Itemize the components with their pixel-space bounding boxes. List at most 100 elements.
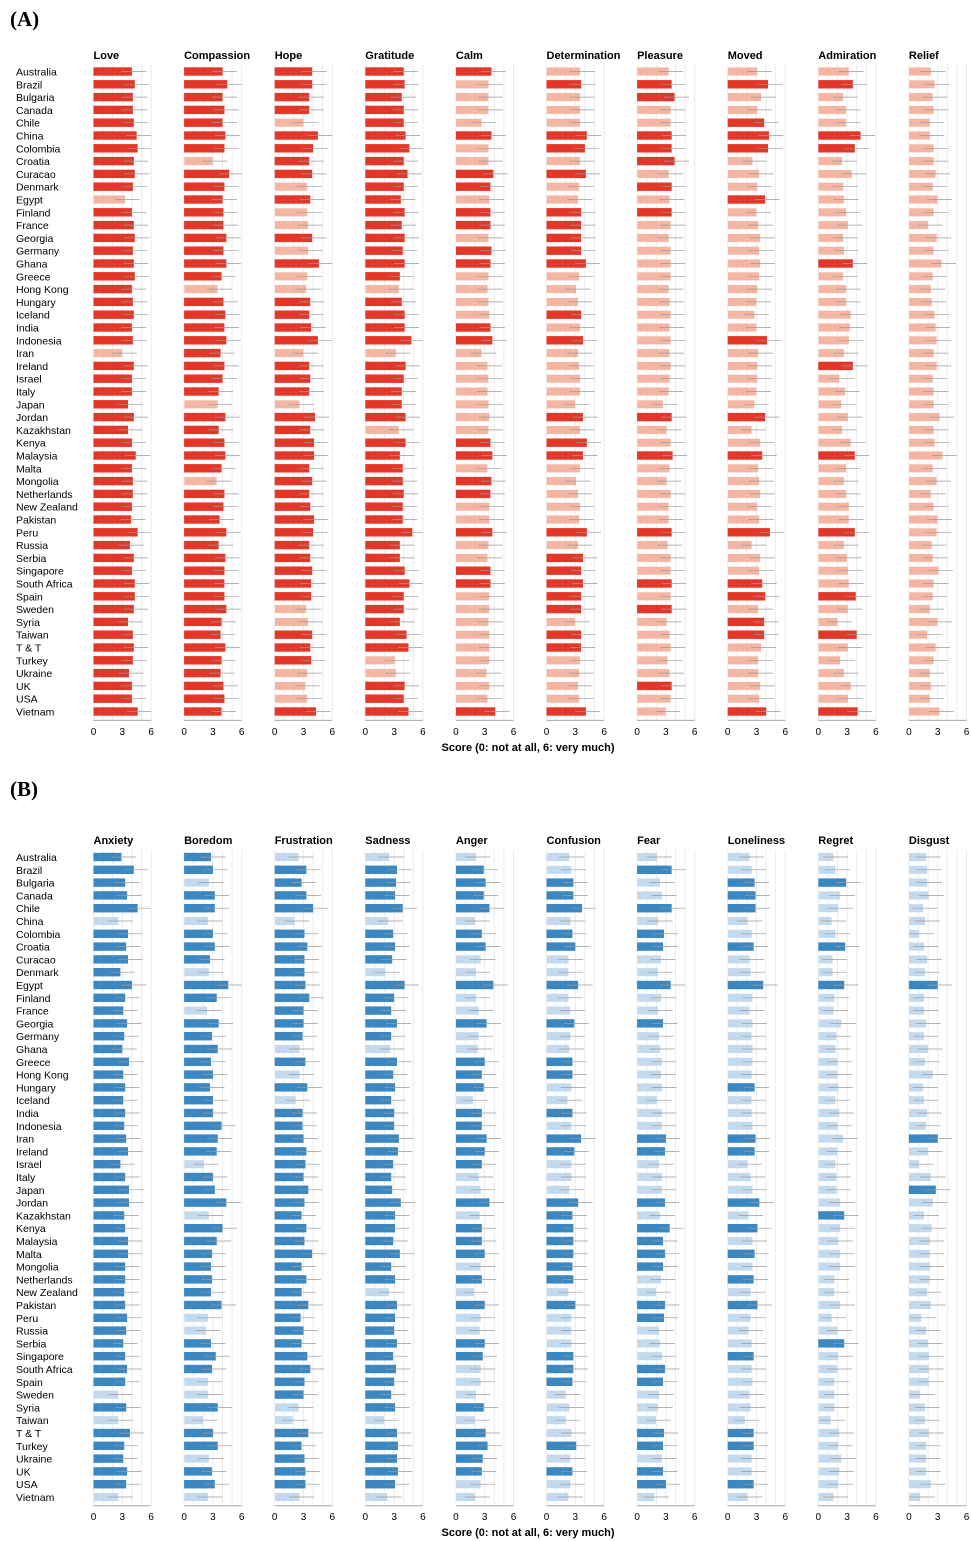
country-label: Curacao xyxy=(16,954,56,966)
bar xyxy=(274,1236,305,1246)
bar xyxy=(455,865,484,874)
bar xyxy=(818,144,855,153)
bar xyxy=(455,891,484,900)
country-label: Malta xyxy=(16,463,42,475)
tick-label: 3 xyxy=(663,1512,669,1523)
bar xyxy=(365,1019,397,1028)
tick-label: 3 xyxy=(844,1512,850,1523)
tick-label: 6 xyxy=(964,1512,970,1523)
country-label: China xyxy=(16,131,44,143)
bar xyxy=(93,878,126,887)
bar xyxy=(455,323,491,332)
bar xyxy=(908,1134,938,1143)
bar xyxy=(184,80,228,89)
country-label: Kazakhstan xyxy=(16,425,71,437)
bar xyxy=(818,259,853,268)
bar xyxy=(365,502,403,511)
bar xyxy=(546,1198,579,1207)
bar xyxy=(455,476,492,486)
bar xyxy=(546,1211,573,1220)
bar xyxy=(93,131,137,140)
tick-label: 3 xyxy=(120,1512,126,1523)
bar xyxy=(274,476,313,486)
bar xyxy=(184,297,224,307)
bar xyxy=(274,1454,305,1463)
facet-title: Love xyxy=(94,50,120,62)
country-label: Vietnam xyxy=(16,1492,55,1504)
facet-title: Calm xyxy=(456,50,483,62)
bar xyxy=(274,233,313,243)
country-label: Germany xyxy=(16,1031,60,1043)
tick-label: 6 xyxy=(330,727,336,738)
bar xyxy=(184,1134,218,1143)
bar xyxy=(546,643,582,652)
country-label: Netherlands xyxy=(16,1274,73,1286)
bar xyxy=(455,1057,485,1066)
bar xyxy=(455,1441,488,1450)
tick-label: 0 xyxy=(725,1512,731,1523)
bar xyxy=(727,1275,754,1284)
bar xyxy=(93,259,134,268)
bar xyxy=(455,1160,482,1169)
country-label: New Zealand xyxy=(16,1287,78,1299)
bar xyxy=(274,566,313,575)
bar xyxy=(365,323,405,332)
bar xyxy=(184,891,215,900)
bar xyxy=(727,118,765,127)
bar xyxy=(274,1428,309,1438)
tick-label: 0 xyxy=(544,727,550,738)
tick-label: 0 xyxy=(634,727,640,738)
bar xyxy=(274,515,315,524)
bar xyxy=(93,707,138,716)
bar xyxy=(637,1300,665,1310)
bar xyxy=(93,1121,125,1130)
bar xyxy=(455,336,493,345)
bar xyxy=(365,451,400,460)
bar xyxy=(274,1147,307,1156)
tick-label: 0 xyxy=(816,727,822,738)
bar xyxy=(184,540,219,550)
bar xyxy=(274,865,307,874)
bar xyxy=(546,131,587,140)
bar xyxy=(274,1224,307,1233)
bar xyxy=(365,118,404,127)
country-label: Singapore xyxy=(16,1351,64,1363)
bar xyxy=(93,1352,126,1361)
bar xyxy=(365,1083,396,1092)
bar xyxy=(546,1147,575,1156)
bar xyxy=(365,169,408,179)
bar xyxy=(365,528,413,537)
facet-compassion: Compassion 0 3 6 xyxy=(181,50,250,738)
bar xyxy=(93,942,127,951)
bar xyxy=(637,1377,664,1386)
bar xyxy=(546,208,582,217)
bar xyxy=(546,233,582,243)
bar xyxy=(93,865,134,874)
tick-label: 6 xyxy=(964,727,970,738)
bar xyxy=(365,1390,392,1399)
country-label: Japan xyxy=(16,399,45,411)
bar xyxy=(365,540,400,550)
bar xyxy=(184,105,225,115)
bar xyxy=(93,1454,124,1463)
bar xyxy=(274,1364,311,1374)
bar xyxy=(93,92,133,102)
country-label: Iran xyxy=(16,348,34,360)
country-label: Ireland xyxy=(16,1146,48,1158)
facet-pleasure: Pleasure 0 3 6 xyxy=(634,50,698,738)
facet-title: Loneliness xyxy=(728,835,785,847)
country-label: Greece xyxy=(16,1057,51,1069)
bar xyxy=(546,878,574,887)
bar xyxy=(274,502,311,511)
bar xyxy=(93,643,134,652)
bar xyxy=(184,993,217,1002)
bar xyxy=(93,1467,128,1476)
tick-label: 3 xyxy=(754,727,760,738)
country-label: Syria xyxy=(16,1402,40,1414)
tick-label: 6 xyxy=(511,727,517,738)
bar xyxy=(274,92,310,102)
bar xyxy=(546,1224,574,1233)
country-label: Israel xyxy=(16,374,42,386)
country-label: Bulgaria xyxy=(16,92,55,104)
country-label: Australia xyxy=(16,852,57,864)
